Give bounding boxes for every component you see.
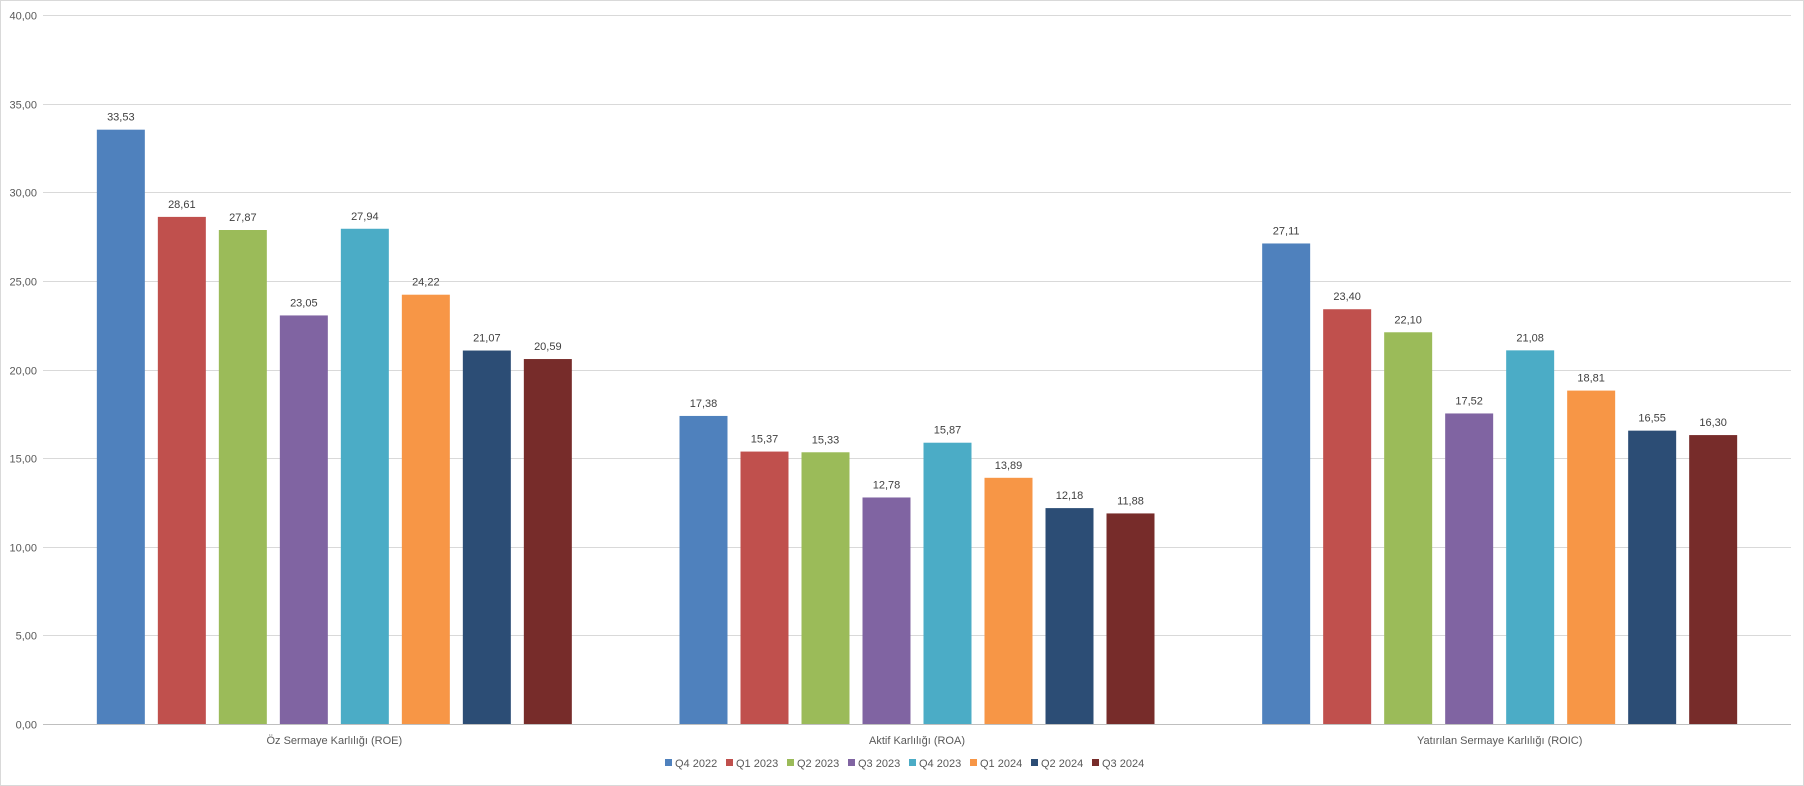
x-axis-categories: Öz Sermaye Karlılığı (ROE) Aktif Karlılığ… xyxy=(266,735,1582,747)
legend-item: Q4 2022 xyxy=(665,758,717,770)
legend-swatch xyxy=(787,759,794,766)
bar xyxy=(801,452,850,724)
legend-label: Q1 2023 xyxy=(736,758,778,770)
legend-swatch xyxy=(665,759,672,766)
data-label: 21,07 xyxy=(473,333,501,345)
legend-item: Q3 2023 xyxy=(848,758,900,770)
data-label: 15,33 xyxy=(812,434,840,446)
bar xyxy=(340,228,389,725)
y-tick-label: 15,00 xyxy=(9,454,37,466)
data-label: 21,08 xyxy=(1516,332,1544,344)
legend-swatch xyxy=(970,759,977,766)
data-label: 15,37 xyxy=(751,434,779,446)
bar xyxy=(279,315,328,724)
data-label: 17,52 xyxy=(1455,395,1483,407)
data-label: 33,53 xyxy=(107,112,135,124)
bar xyxy=(401,294,450,724)
legend-label: Q2 2023 xyxy=(797,758,839,770)
legend-item: Q2 2023 xyxy=(787,758,839,770)
legend-item: Q1 2024 xyxy=(970,758,1022,770)
y-tick-label: 5,00 xyxy=(16,631,37,643)
data-label: 13,89 xyxy=(995,460,1023,472)
legend-swatch xyxy=(726,759,733,766)
legend-label: Q3 2023 xyxy=(858,758,900,770)
y-tick-label: 30,00 xyxy=(9,188,37,200)
y-tick-label: 20,00 xyxy=(9,366,37,378)
legend-item: Q4 2023 xyxy=(909,758,961,770)
legend-item: Q3 2024 xyxy=(1092,758,1144,770)
legend-label: Q1 2024 xyxy=(980,758,1022,770)
legend: Q4 2022 Q1 2023 Q2 2023 Q3 2023 Q4 2023 Q1 20… xyxy=(665,758,1144,770)
data-label: 16,55 xyxy=(1638,413,1666,425)
y-tick-label: 35,00 xyxy=(9,100,37,112)
bar xyxy=(923,442,972,724)
data-label: 23,40 xyxy=(1333,291,1361,303)
bar xyxy=(679,415,728,724)
bar xyxy=(1567,390,1616,724)
data-label: 15,87 xyxy=(934,425,962,437)
bar xyxy=(984,477,1033,724)
data-label: 27,94 xyxy=(351,211,379,223)
category-label: Aktif Karlılığı (ROA) xyxy=(869,735,965,747)
legend-label: Q2 2024 xyxy=(1041,758,1083,770)
category-label: Yatırılan Sermaye Karlılığı (ROIC) xyxy=(1417,735,1582,747)
data-label: 27,87 xyxy=(229,212,257,224)
bar xyxy=(1628,430,1677,724)
bar xyxy=(1106,513,1155,724)
legend-label: Q4 2022 xyxy=(675,758,717,770)
legend-label: Q3 2024 xyxy=(1102,758,1144,770)
data-label: 20,59 xyxy=(534,341,562,353)
data-label: 16,30 xyxy=(1699,417,1727,429)
bar xyxy=(1384,332,1433,724)
data-label: 23,05 xyxy=(290,297,318,309)
bar xyxy=(1445,413,1494,724)
bar xyxy=(1506,350,1555,724)
y-tick-label: 40,00 xyxy=(9,11,37,23)
data-label: 18,81 xyxy=(1577,373,1605,385)
y-tick-label: 10,00 xyxy=(9,543,37,555)
y-tick-label: 0,00 xyxy=(16,720,37,732)
bar xyxy=(462,350,511,724)
y-axis-ticks: 0,00 5,00 10,00 15,00 20,00 25,00 30,00 35,00 40… xyxy=(9,11,37,732)
bar xyxy=(218,230,267,724)
legend-item: Q2 2024 xyxy=(1031,758,1083,770)
data-label: 27,11 xyxy=(1273,225,1300,237)
legend-swatch xyxy=(848,759,855,766)
bar xyxy=(862,497,911,724)
legend-swatch xyxy=(1031,759,1038,766)
bar xyxy=(96,129,145,724)
category-label: Öz Sermaye Karlılığı (ROE) xyxy=(266,735,402,747)
bar xyxy=(523,359,572,724)
bar xyxy=(1323,309,1372,724)
legend-swatch xyxy=(909,759,916,766)
data-label: 28,61 xyxy=(168,199,196,211)
bar xyxy=(157,216,206,724)
bar xyxy=(1262,243,1311,724)
data-labels: 33,53 28,61 27,87 23,05 27,94 24,22 21,07 20,59… xyxy=(107,112,1727,508)
data-label: 24,22 xyxy=(412,277,440,289)
bar xyxy=(740,451,789,724)
data-label: 12,78 xyxy=(873,479,901,491)
data-label: 11,88 xyxy=(1117,495,1144,507)
y-tick-label: 25,00 xyxy=(9,277,37,289)
gridlines xyxy=(43,15,1791,725)
bar xyxy=(1045,508,1094,724)
legend-item: Q1 2023 xyxy=(726,758,778,770)
legend-label: Q4 2023 xyxy=(919,758,961,770)
bars xyxy=(96,129,1738,725)
data-label: 22,10 xyxy=(1394,314,1422,326)
data-label: 17,38 xyxy=(690,398,718,410)
data-label: 12,18 xyxy=(1056,490,1084,502)
legend-swatch xyxy=(1092,759,1099,766)
bar xyxy=(1689,435,1738,724)
